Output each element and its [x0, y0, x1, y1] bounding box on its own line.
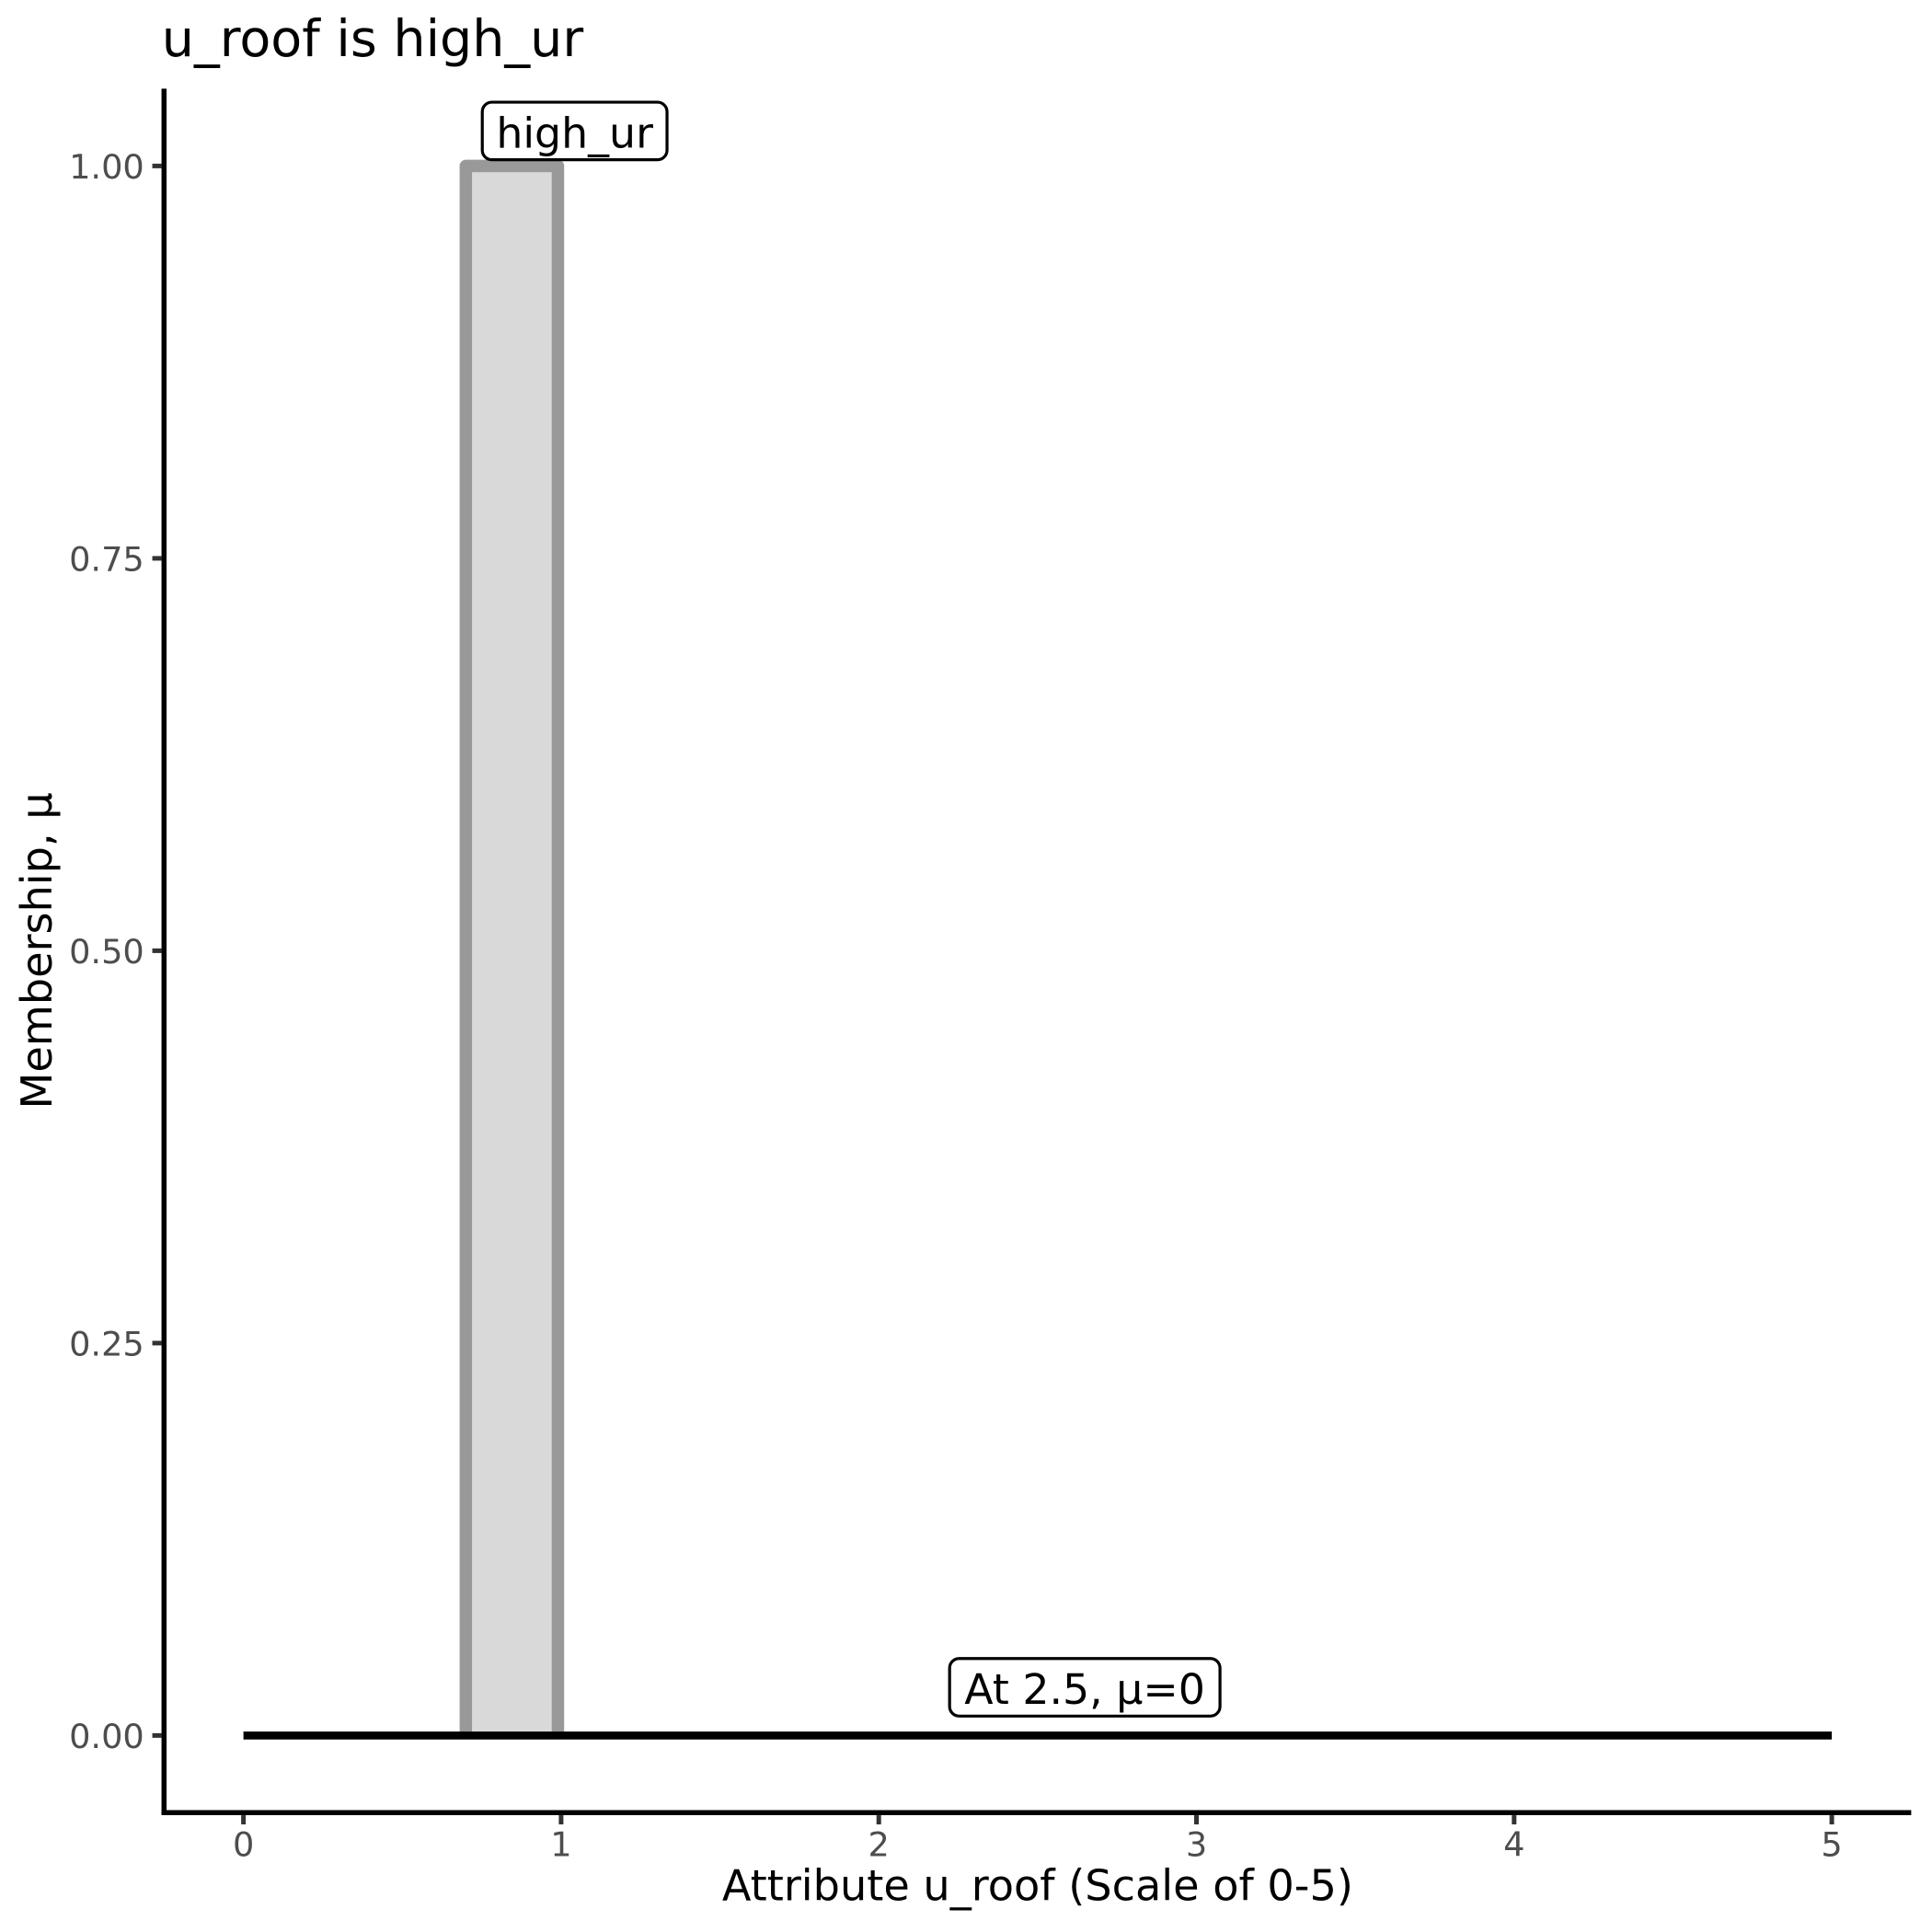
x-tick-label: 2 — [868, 1825, 890, 1865]
y-axis: 0.00 0.25 0.50 0.75 1.00 — [69, 88, 167, 1816]
x-tick-label: 3 — [1186, 1825, 1207, 1865]
annotation-high-ur-text: high_ur — [496, 108, 653, 157]
x-axis-title: Attribute u_roof (Scale of 0-5) — [722, 1861, 1353, 1911]
x-tick-label: 1 — [550, 1825, 571, 1865]
plot-panel — [243, 159, 1833, 1740]
y-tick-label: 0.25 — [69, 1324, 144, 1363]
y-tick-label: 1.00 — [69, 147, 144, 187]
chart-title: u_roof is high_ur — [162, 9, 584, 69]
annotation-high-ur-box — [480, 100, 669, 162]
bar-high-ur — [459, 159, 565, 1736]
annotation-mu-at-2-5-text: At 2.5, μ=0 — [964, 1664, 1205, 1714]
y-tick-label: 0.75 — [69, 539, 144, 579]
y-tick-label: 0.50 — [69, 932, 144, 972]
x-tick-label: 0 — [233, 1825, 254, 1865]
x-tick-label: 5 — [1821, 1825, 1842, 1865]
x-tick-label: 4 — [1503, 1825, 1524, 1865]
x-ticks: 0 1 2 3 4 5 — [233, 1815, 1843, 1865]
x-axis: 0 1 2 3 4 5 — [161, 1810, 1912, 1865]
annotation-high-ur: high_ur — [480, 100, 669, 162]
y-axis-title: Membership, μ — [12, 792, 62, 1109]
annotation-mu-at-2-5: At 2.5, μ=0 — [948, 1657, 1222, 1718]
y-tick-label: 0.00 — [69, 1717, 144, 1756]
annotation-mu-at-2-5-box — [948, 1657, 1222, 1718]
y-ticks: 0.00 0.25 0.50 0.75 1.00 — [69, 147, 162, 1756]
